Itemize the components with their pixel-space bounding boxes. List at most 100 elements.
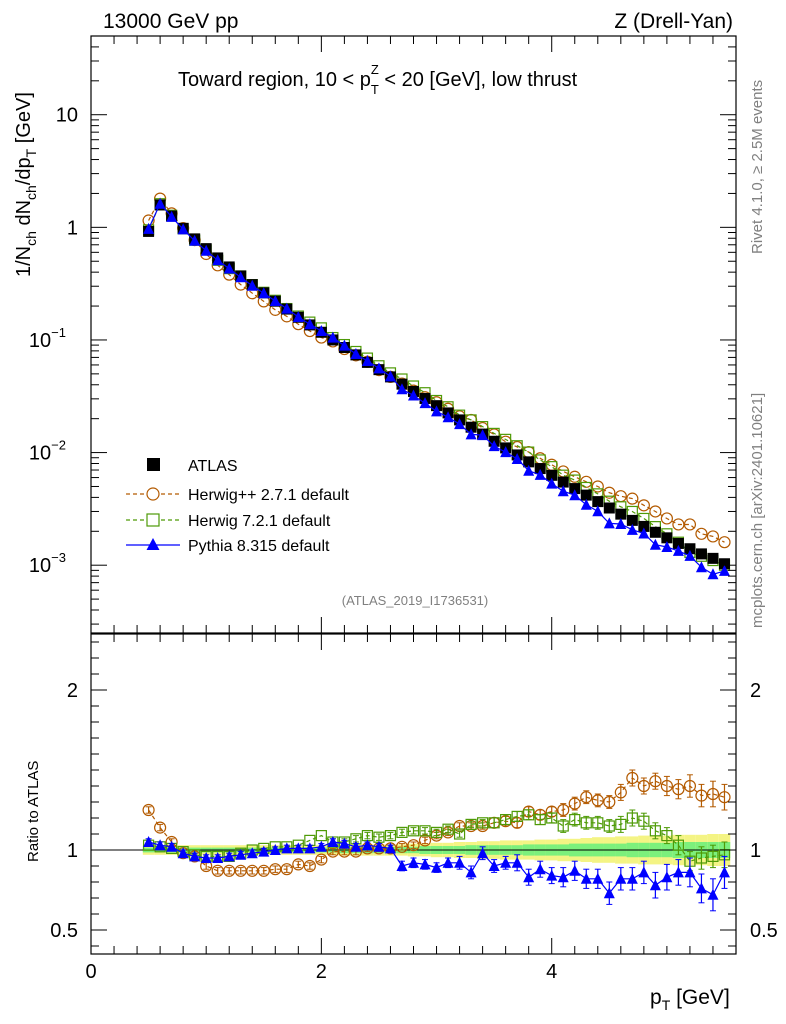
main-point-herwig-2-7-1-default <box>695 527 708 540</box>
main-point-pythia-8-315-default <box>212 254 224 266</box>
legend-label-atlas: ATLAS <box>188 458 238 475</box>
ratio-point-herwig-2-7-1-default <box>395 840 409 853</box>
main-point-atlas <box>569 483 581 495</box>
ratio-plot-frame <box>90 633 737 955</box>
ratio-point-pythia-8-315-default <box>718 866 730 878</box>
main-y-tick-exponent: −1 <box>51 325 66 340</box>
main-point-atlas <box>523 456 535 468</box>
x-axis-label: pT [GeV] <box>650 986 730 1013</box>
main-y-tick-label: 10−1 <box>29 325 66 352</box>
ratio-point-herwig-2-7-1-default <box>649 775 662 788</box>
ratio-point-herwig-7-2-1-default <box>661 829 673 842</box>
ratio-point-pythia-8-315-default <box>315 840 327 852</box>
ratio-point-pythia-8-315-default <box>143 836 155 847</box>
rivet-version-label: Rivet 4.1.0, ≥ 2.5M events <box>749 80 766 254</box>
main-point-atlas <box>718 558 730 570</box>
main-point-pythia-8-315-default <box>338 339 350 351</box>
ratio-point-pythia-8-315-default <box>431 861 443 873</box>
main-point-pythia-8-315-default <box>189 234 201 246</box>
ratio-plot-area <box>91 769 736 912</box>
ratio-point-pythia-8-315-default <box>235 848 247 860</box>
main-point-pythia-8-315-default <box>477 429 489 441</box>
ratio-x-tick-label: 2 <box>316 961 327 983</box>
ratio-point-herwig-2-7-1-default <box>637 779 650 793</box>
ratio-point-pythia-8-315-default <box>580 872 592 884</box>
main-point-pythia-8-315-default <box>292 310 304 322</box>
main-series-line-herwig-7-2-1-default <box>148 202 725 566</box>
ratio-plot-panel: 0.5 0.5 1 1 2 2 0 2 4 Ratio to ATLAS pT [GeV] <box>25 633 778 1013</box>
ratio-point-herwig-2-7-1-default <box>315 853 328 866</box>
ratio-point-herwig-2-7-1-default <box>418 834 432 847</box>
main-point-pythia-8-315-default <box>304 318 316 330</box>
main-point-pythia-8-315-default <box>235 271 247 283</box>
main-point-herwig-2-7-1-default <box>614 490 627 503</box>
main-point-pythia-8-315-default <box>454 418 466 430</box>
ratio-x-tick-label: 0 <box>85 961 96 983</box>
ratio-point-pythia-8-315-default <box>649 879 661 891</box>
main-point-atlas <box>557 476 569 488</box>
ratio-point-pythia-8-315-default <box>269 844 281 855</box>
ratio-point-pythia-8-315-default <box>626 872 638 884</box>
main-point-herwig-2-7-1-default <box>568 470 581 483</box>
ratio-point-herwig-7-2-1-default <box>649 825 661 837</box>
ratio-point-pythia-8-315-default <box>465 866 477 878</box>
main-point-pythia-8-315-default <box>718 564 730 576</box>
main-axis-ticks: 10 1 10−1 10−2 10−3 <box>29 35 737 633</box>
ratio-axis-ticks: 0.5 0.5 1 1 2 2 0 2 4 <box>50 634 778 983</box>
ratio-point-pythia-8-315-default <box>200 852 212 863</box>
ratio-point-herwig-2-7-1-default <box>280 863 293 876</box>
legend-marker-herwig7 <box>146 513 160 527</box>
ratio-point-herwig-7-2-1-default <box>580 817 592 829</box>
ratio-point-herwig-2-7-1-default <box>568 797 581 810</box>
ratio-point-herwig-2-7-1-default <box>706 787 720 801</box>
main-y-tick-label: 1 <box>67 217 78 239</box>
legend-marker-pythia <box>146 538 160 550</box>
main-point-pythia-8-315-default <box>695 561 707 573</box>
main-point-pythia-8-315-default <box>200 244 212 256</box>
main-point-pythia-8-315-default <box>223 262 235 274</box>
ratio-series-line-herwig-2-7-1-default <box>148 777 725 872</box>
ratio-point-herwig-7-2-1-default <box>569 813 581 826</box>
main-y-tick-label: 10−3 <box>29 550 66 577</box>
ratio-point-pythia-8-315-default <box>603 887 615 899</box>
plot-title-sub: T <box>371 82 379 97</box>
ratio-point-pythia-8-315-default <box>361 839 373 851</box>
ratio-point-pythia-8-315-default <box>166 840 178 852</box>
ratio-point-herwig-2-7-1-default <box>603 795 616 809</box>
x-axis-label-sub: T <box>662 997 671 1013</box>
ratio-point-pythia-8-315-default <box>281 842 293 854</box>
plot-title-sup: Z <box>371 62 379 77</box>
ratio-point-herwig-7-2-1-default <box>615 818 627 831</box>
main-point-atlas <box>672 537 684 549</box>
plot-title-rest: < 20 [GeV], low thrust <box>379 69 578 91</box>
ratio-point-herwig-2-7-1-default <box>626 771 639 785</box>
ratio-point-herwig-2-7-1-default <box>557 803 570 817</box>
ratio-point-pythia-8-315-default <box>546 869 558 881</box>
ratio-point-herwig-2-7-1-default <box>292 858 305 871</box>
ratio-x-tick-label: 4 <box>546 961 557 983</box>
ratio-point-herwig-7-2-1-default <box>477 817 489 829</box>
main-point-pythia-8-315-default <box>384 370 396 382</box>
ratio-point-herwig-2-7-1-default <box>303 859 316 873</box>
ratio-point-herwig-2-7-1-default <box>695 789 708 802</box>
ratio-point-herwig-7-2-1-default <box>396 826 408 839</box>
ratio-point-pythia-8-315-default <box>338 837 350 849</box>
main-point-herwig-2-7-1-default <box>649 505 662 518</box>
ratio-point-herwig-7-2-1-default <box>672 839 685 851</box>
ratio-y-axis-label: Ratio to ATLAS <box>25 761 42 862</box>
ratio-point-herwig-7-2-1-default <box>511 810 523 823</box>
legend-label-herwig7: Herwig 7.2.1 default <box>188 513 331 530</box>
main-point-herwig-2-7-1-default <box>718 536 731 549</box>
ratio-y-tick-label: 2 <box>67 680 78 702</box>
main-point-pythia-8-315-default <box>569 489 581 501</box>
ratio-point-pythia-8-315-default <box>408 856 419 868</box>
plot-title: Toward region, 10 < pZ T < 20 [GeV], low … <box>178 62 578 97</box>
ratio-point-pythia-8-315-default <box>488 860 500 871</box>
ratio-point-herwig-7-2-1-default <box>707 850 719 863</box>
main-point-atlas <box>465 421 477 433</box>
main-point-pythia-8-315-default <box>258 287 270 299</box>
legend-marker-herwigpp <box>146 487 160 501</box>
ratio-point-herwig-2-7-1-default <box>672 783 685 796</box>
ratio-y-tick-label-right: 2 <box>750 680 761 702</box>
main-point-atlas <box>626 514 638 526</box>
